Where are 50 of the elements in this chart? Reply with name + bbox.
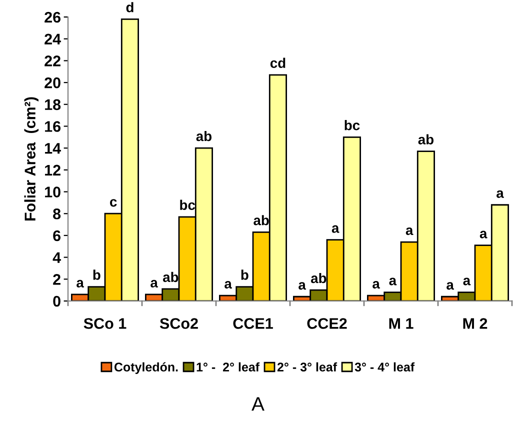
annotation: a	[389, 278, 397, 286]
annotation: a	[298, 282, 306, 290]
x-tick-label: SCo 1	[84, 318, 126, 329]
legend-label: Cotyledón.	[114, 362, 178, 374]
y-axis-title: Foliar Area (cm²)	[24, 97, 39, 221]
annotation: a	[496, 190, 504, 198]
legend-label: 3° - 4° leaf	[354, 362, 415, 372]
x-tick-label: M 1	[389, 318, 414, 329]
x-tick-label: CCE2	[307, 318, 347, 329]
y-tick-label: 22	[44, 56, 60, 66]
y-tick-label: 26	[44, 12, 61, 23]
legend-label: 1° - 2° leaf	[196, 362, 260, 372]
y-tick-label: 10	[45, 186, 60, 198]
x-tick-label: CCE1	[233, 318, 273, 329]
y-tick-label: 16	[45, 121, 61, 132]
text: d	[126, 2, 134, 12]
y-tick-label: 0	[53, 296, 60, 307]
y-tick-label: 24	[44, 34, 61, 44]
text: A	[252, 397, 264, 411]
annotation: bc	[344, 120, 360, 130]
y-tick-label: 8	[53, 208, 61, 220]
annotation: b	[241, 270, 248, 280]
annotation: ab	[162, 272, 178, 282]
y-tick-label: 4	[52, 252, 61, 263]
annotation: a	[406, 227, 414, 236]
annotation: cd	[270, 58, 286, 68]
annotation: a	[150, 280, 158, 288]
y-tick-label: 6	[53, 230, 61, 242]
annotation: ab	[310, 272, 326, 284]
x-tick-label: SCo2	[160, 318, 198, 329]
annotation: ab	[254, 215, 269, 226]
annotation: ab	[196, 130, 212, 142]
legend-label: 2° - 3° leaf	[277, 362, 338, 372]
annotation: a	[372, 281, 380, 289]
annotation: b	[93, 270, 100, 280]
annotation: ab	[418, 134, 434, 144]
annotation: a	[76, 280, 84, 288]
annotation: a	[463, 278, 471, 286]
annotation: c	[110, 199, 117, 207]
y-tick-label: 20	[44, 77, 60, 88]
y-tick-label: 18	[45, 99, 61, 110]
annotation: a	[224, 281, 232, 289]
annotation: bc	[180, 200, 196, 210]
annotation: a	[446, 282, 454, 290]
annotation: a	[480, 230, 488, 238]
y-tick-label: 14	[45, 143, 61, 154]
y-tick-label: 12	[45, 164, 60, 176]
annotation: a	[332, 225, 340, 233]
y-tick-label: 2	[53, 274, 60, 285]
x-tick-label: M 2	[463, 318, 488, 329]
